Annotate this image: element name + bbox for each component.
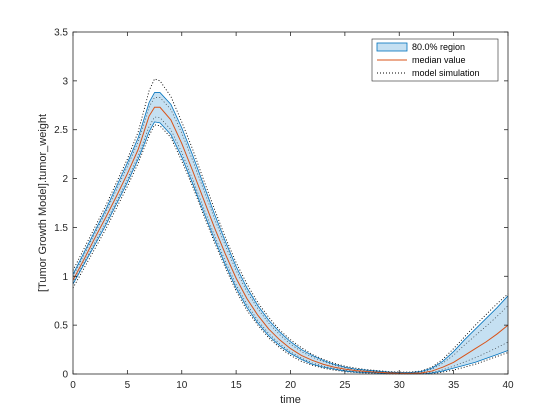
- legend-label-region: 80.0% region: [412, 42, 465, 52]
- y-tick-label: 0: [62, 370, 68, 381]
- legend-swatch-region: [376, 42, 408, 52]
- model-simulation-layer: [72, 78, 509, 375]
- x-tick-label: 0: [70, 380, 76, 391]
- x-tick-label: 40: [502, 380, 514, 391]
- region-lower-edge: [72, 121, 509, 375]
- x-tick-label: 25: [339, 380, 351, 391]
- plot-area: [73, 32, 508, 374]
- y-tick-label: 1: [62, 272, 68, 283]
- x-axis-label: time: [280, 394, 301, 406]
- x-tick-label: 35: [448, 380, 460, 391]
- median-line: [72, 106, 509, 374]
- simulation-inner-upper: [72, 97, 509, 374]
- legend-label-median: median value: [412, 55, 466, 65]
- x-tick-label: 15: [231, 380, 243, 391]
- region-band: [73, 92, 508, 374]
- legend: 80.0% region median value model simulati…: [371, 38, 499, 82]
- x-tick-label: 10: [176, 380, 188, 391]
- x-tick-label: 30: [394, 380, 406, 391]
- y-tick-label: 2.5: [54, 125, 68, 136]
- x-axis-ticks: 0 5 10 15 20 25 30 35 40: [70, 32, 514, 391]
- region-layer: [72, 92, 509, 375]
- y-tick-label: 3: [62, 76, 68, 87]
- x-tick-label: 5: [125, 380, 131, 391]
- y-tick-label: 0.5: [54, 321, 68, 332]
- simulation-lower-line: [72, 124, 509, 375]
- y-axis-ticks: 0 0.5 1 1.5 2 2.5 3 3.5: [54, 28, 508, 381]
- y-axis-label: [Tumor Growth Model].tumor_weight: [37, 114, 49, 292]
- y-tick-label: 2: [62, 174, 68, 185]
- region-upper-edge: [72, 92, 509, 373]
- y-tick-label: 3.5: [54, 28, 68, 39]
- y-tick-label: 1.5: [54, 223, 68, 234]
- x-tick-label: 20: [285, 380, 297, 391]
- legend-label-simulation: model simulation: [412, 68, 480, 78]
